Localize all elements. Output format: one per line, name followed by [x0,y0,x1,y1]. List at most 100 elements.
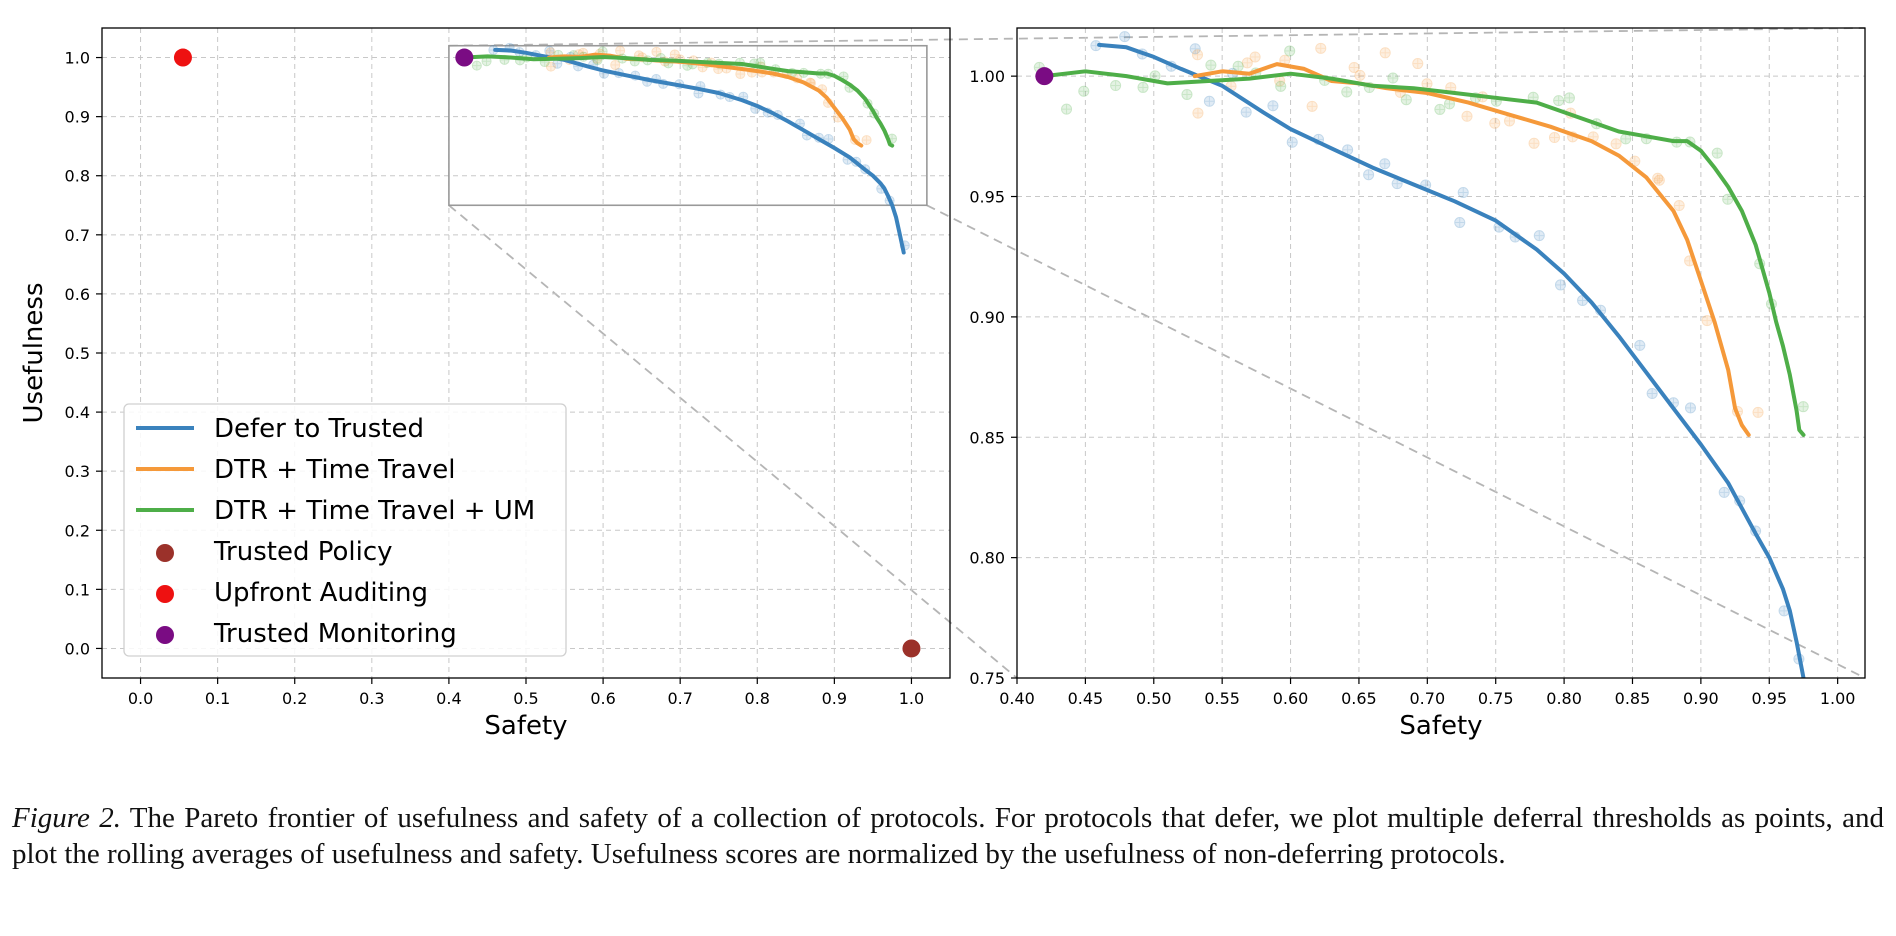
threshold-point-circle [610,59,621,70]
threshold-point [1548,132,1560,144]
threshold-point [1119,31,1131,43]
threshold-point-circle [1646,388,1658,400]
x-axis-label: Safety [484,711,567,741]
threshold-point-circle [1489,117,1501,129]
threshold-point-circle [1379,158,1391,170]
threshold-point [1711,147,1723,159]
x-axis-label: Safety [1399,711,1482,741]
threshold-point [1421,78,1433,90]
x-tick-label: 0.40 [999,689,1035,708]
y-tick-label: 0.1 [65,580,90,599]
legend-label-defer-to-trusted: Defer to Trusted [214,414,424,444]
x-tick-label: 0.60 [1273,689,1309,708]
zoom-connector-lines [448,27,1866,679]
axes-frame [1016,27,1866,679]
threshold-point-circle [1189,43,1201,55]
legend-box [123,403,567,657]
threshold-point-circle [1554,279,1566,291]
threshold-point [615,45,626,56]
threshold-point-circle [1797,401,1809,413]
threshold-point [1684,402,1696,414]
threshold-point [1341,86,1353,98]
threshold-point-circle [1457,187,1469,199]
y-tick-label: 0.0 [65,639,90,658]
y-tick-label: 1.0 [65,49,90,68]
threshold-point [610,59,621,70]
series-line-dtr-time-travel-um [1042,69,1806,437]
x-tick-label: 0.50 [1136,689,1172,708]
x-tick-label: 0.70 [1410,689,1446,708]
threshold-point-circle [1363,169,1375,181]
x-tick-label: 0.4 [436,689,461,708]
threshold-point-circle [1684,402,1696,414]
threshold-point-circle [1379,47,1391,59]
threshold-point-circle [861,135,872,146]
x-tick-label: 0.75 [1478,689,1514,708]
threshold-point [1249,51,1261,63]
threshold-point-circle [1553,95,1565,107]
threshold-point [1653,174,1665,186]
ticks: 0.40 0.45 0.50 0.55 0.60 0.65 0.70 0.75 0.80 0.85… [969,67,1855,708]
legend-label-dtr-time-travel-um: DTR + Time Travel + UM [214,496,535,526]
threshold-point-circle [1315,42,1327,54]
y-tick-label: 0.5 [65,344,90,363]
x-tick-label: 0.2 [282,689,307,708]
threshold-point-circle [1610,138,1622,150]
x-tick-label: 1.00 [1820,689,1856,708]
threshold-point [1137,81,1149,93]
series-line-dtr-time-travel-um [462,54,895,148]
x-tick-label: 0.6 [590,689,615,708]
threshold-point-circle [1119,31,1131,43]
threshold-point [544,45,555,56]
x-tick-label: 0.65 [1341,689,1377,708]
threshold-point-circle [1249,51,1261,63]
threshold-point-circle [1718,486,1730,498]
threshold-point-circle [1652,172,1664,184]
threshold-point [1189,43,1201,55]
threshold-point-circle [1387,72,1399,84]
threshold-point-circle [1191,49,1203,61]
threshold-point [1752,406,1764,418]
threshold-point [1533,230,1545,242]
threshold-point [1191,49,1203,61]
x-tick-label: 0.0 [128,689,153,708]
threshold-point [1203,95,1215,107]
threshold-point [1434,103,1446,115]
x-tick-label: 0.9 [822,689,847,708]
y-tick-label: 0.3 [65,462,90,481]
y-tick-label: 0.85 [969,428,1005,447]
series-line-dtr-time-travel [1192,62,1751,437]
threshold-point-circle [1354,69,1366,81]
full-range-chart: 0.0 0.1 0.2 0.3 0.4 0.5 0.6 0.7 0.8 0.9 1.0 0.0 0.1 0… [19,27,951,741]
threshold-point-circle [1348,61,1360,73]
threshold-point-circle [1434,103,1446,115]
legend-label-trusted-monitoring: Trusted Monitoring [213,619,457,649]
y-tick-label: 0.9 [65,108,90,127]
legend-swatch-trusted-policy [156,544,174,562]
x-tick-label: 0.8 [745,689,770,708]
y-axis-label: Usefulness [19,283,49,424]
y-tick-label: 0.4 [65,403,90,422]
threshold-point [1553,95,1565,107]
threshold-point [1240,106,1252,118]
threshold-point-circle [1752,406,1764,418]
threshold-point [481,56,492,67]
threshold-point [1348,61,1360,73]
threshold-point-circle [1286,136,1298,148]
marker-trusted-policy [902,639,921,658]
y-tick-label: 0.8 [65,167,90,186]
threshold-point [1400,94,1412,106]
x-tick-label: 0.7 [667,689,692,708]
threshold-point-circle [1061,103,1073,115]
threshold-point-circle [1205,59,1217,71]
threshold-point-circle [1078,85,1090,97]
y-tick-label: 0.95 [969,188,1005,207]
threshold-point [1489,117,1501,129]
figure: 0.0 0.1 0.2 0.3 0.4 0.5 0.6 0.7 0.8 0.9 1.0 0.0 0.1 0… [19,27,1866,741]
threshold-point [1412,58,1424,70]
threshold-point [1718,486,1730,498]
y-tick-label: 0.6 [65,285,90,304]
threshold-point-circle [1528,137,1540,149]
threshold-point-circle [1181,88,1193,100]
threshold-point-circle [1461,110,1473,122]
